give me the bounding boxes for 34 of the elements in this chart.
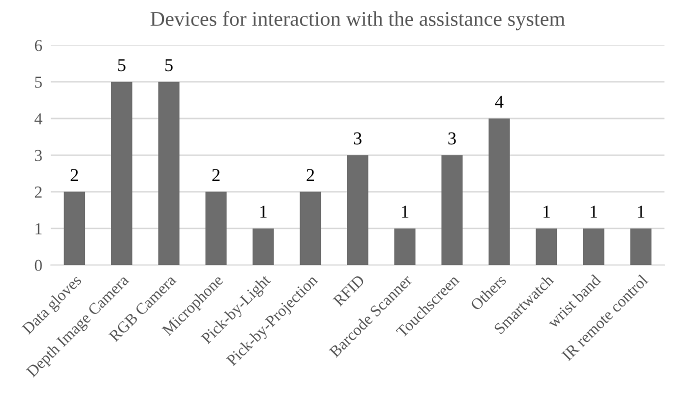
- y-tick-label: 4: [34, 113, 42, 124]
- data-label: 3: [354, 132, 362, 145]
- bar: [205, 192, 227, 266]
- bar: [111, 82, 132, 266]
- bar: [488, 118, 510, 266]
- data-label: 5: [118, 59, 126, 72]
- y-tick-label: 3: [34, 150, 42, 162]
- bar: [300, 192, 322, 266]
- y-tick-label: 5: [35, 76, 42, 88]
- y-tick-label: 2: [34, 186, 42, 198]
- y-tick-label: 0: [34, 260, 42, 272]
- y-tick-label: 1: [36, 223, 42, 234]
- data-label: 2: [212, 169, 220, 182]
- data-label: 2: [306, 169, 314, 182]
- bar: [536, 228, 558, 266]
- data-label: 5: [165, 59, 173, 72]
- data-label: 1: [402, 206, 408, 218]
- data-label: 1: [590, 206, 598, 218]
- data-label: 1: [638, 206, 644, 218]
- bar: [64, 192, 86, 266]
- y-tick-label: 6: [34, 40, 42, 52]
- bar: [630, 228, 652, 266]
- bar: [441, 155, 463, 266]
- data-label: 2: [70, 169, 78, 182]
- bar: [583, 228, 604, 266]
- data-label: 3: [448, 132, 456, 145]
- data-label: 1: [260, 206, 267, 218]
- data-label: 1: [544, 206, 550, 218]
- bar: [347, 155, 368, 266]
- bar: [394, 228, 416, 266]
- bar: [158, 82, 180, 266]
- data-label: 4: [495, 96, 504, 108]
- bar: [252, 228, 274, 266]
- chart-title: Devices for interaction with the assistance system: [150, 11, 566, 30]
